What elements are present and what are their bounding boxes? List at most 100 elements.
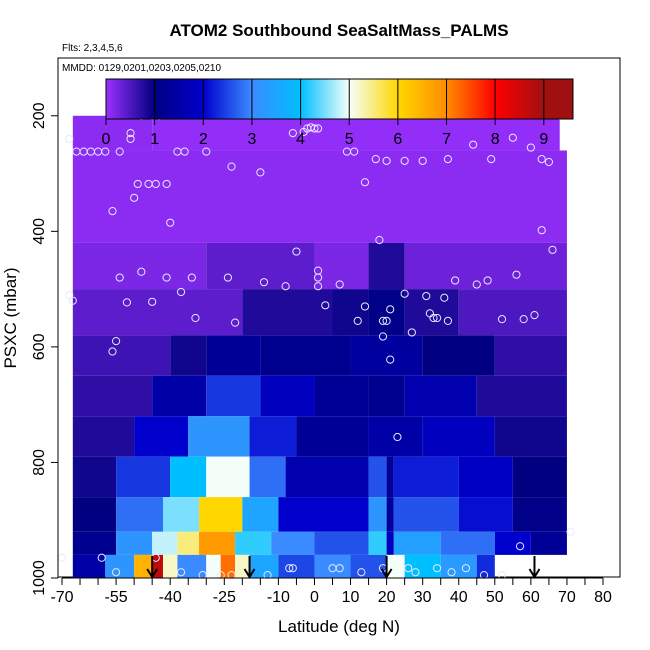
- x-tick-label: 70: [558, 589, 576, 606]
- sample-point: [108, 207, 117, 216]
- heatmap-cell: [170, 335, 207, 376]
- heatmap-cell: [350, 335, 423, 376]
- sample-point: [68, 296, 77, 305]
- heatmap-cell: [368, 416, 423, 457]
- heatmap-cell: [188, 416, 250, 457]
- heatmap-cell: [105, 554, 135, 578]
- x-tick-label: 30: [414, 589, 432, 606]
- sample-point: [451, 276, 460, 285]
- sample-point: [313, 273, 323, 282]
- colorbar-tick-label: 5: [345, 131, 354, 148]
- sample-point: [227, 162, 236, 171]
- sample-point: [360, 302, 370, 311]
- sample-point: [418, 156, 427, 165]
- heatmap-cell: [72, 335, 171, 376]
- heatmap-cell: [72, 416, 135, 457]
- heatmap-cell: [368, 375, 405, 417]
- heatmap-cell: [199, 531, 236, 555]
- sample-point: [285, 564, 294, 573]
- heatmap-cell: [249, 554, 279, 578]
- sample-point: [447, 568, 456, 577]
- sample-point: [288, 564, 297, 573]
- sample-point: [288, 129, 297, 138]
- sample-point: [115, 273, 124, 282]
- sample-point: [526, 143, 535, 152]
- colorbar-gradient: [106, 79, 573, 119]
- colorbar-tick-label: 4: [296, 131, 305, 148]
- heatmap-cell: [368, 531, 387, 555]
- sample-point: [472, 280, 481, 289]
- sample-point: [443, 155, 453, 164]
- sample-point: [335, 564, 344, 573]
- heatmap-cell: [314, 375, 369, 417]
- heatmap-cell: [350, 554, 387, 578]
- sample-point: [310, 124, 319, 133]
- sample-point: [429, 313, 438, 323]
- sample-point: [440, 293, 449, 302]
- heatmap-cell: [134, 416, 189, 457]
- flight-arrows: [146, 556, 541, 579]
- x-tick-label: 40: [450, 589, 468, 606]
- heatmap-cell: [476, 375, 567, 417]
- y-axis-label: PSXC (mbar): [1, 267, 20, 368]
- sample-point: [407, 328, 416, 337]
- heatmap-cell: [404, 289, 459, 336]
- sample-point: [227, 571, 236, 580]
- heatmap-cell: [494, 416, 567, 457]
- heatmap-cell: [72, 554, 106, 578]
- heatmap-cell: [116, 456, 171, 498]
- y-tick-label: 400: [31, 218, 48, 245]
- heatmap-cell: [260, 335, 351, 376]
- sample-point: [126, 134, 135, 143]
- sample-point: [432, 313, 442, 323]
- chart-title: ATOM2 Southbound SeaSaltMass_PALMS: [169, 21, 508, 40]
- sample-point: [108, 347, 117, 356]
- sample-point: [512, 270, 521, 279]
- x-tick-label: 20: [378, 589, 396, 606]
- sample-point: [483, 276, 492, 285]
- heatmap-cell: [512, 497, 567, 532]
- sample-point: [162, 179, 171, 189]
- plot-area: MMDD: 0129,0201,0203,0205,0210 0 1 2 3 4 5 6 7 8…: [57, 57, 621, 580]
- sample-point: [335, 280, 344, 289]
- heatmap-cell: [314, 531, 369, 555]
- sample-point: [115, 147, 124, 156]
- heatmap-cell: [206, 375, 261, 417]
- heatmap-cell: [494, 335, 567, 376]
- heatmap-cell: [72, 242, 207, 290]
- sample-point: [360, 178, 370, 187]
- sample-point: [198, 571, 207, 580]
- heatmap-cell: [278, 497, 369, 532]
- heatmap-cell: [134, 554, 153, 578]
- x-tick-label: 10: [342, 589, 360, 606]
- sample-point: [530, 311, 539, 320]
- sample-point: [404, 564, 413, 573]
- sample-point: [393, 432, 402, 442]
- heatmap-cell: [393, 531, 441, 555]
- flights-label: Flts: 2,3,4,5,6: [62, 43, 123, 54]
- sample-point: [411, 568, 420, 577]
- y-axis: 200 400 600 800 1000: [31, 102, 59, 596]
- heatmap-cell: [368, 289, 405, 336]
- sample-point: [101, 147, 110, 156]
- sample-point: [537, 226, 546, 235]
- sample-point: [497, 315, 507, 324]
- heatmap-cells: [72, 115, 567, 578]
- heatmap-cell: [386, 531, 394, 555]
- x-tick-label: -40: [159, 589, 182, 606]
- sample-point: [281, 282, 290, 291]
- colorbar-frame: [105, 78, 574, 120]
- heatmap-cell: [393, 456, 459, 498]
- heatmap-cell: [206, 456, 250, 498]
- y-tick-label: 600: [31, 333, 48, 360]
- sample-point: [231, 318, 240, 327]
- y-tick-label: 800: [31, 449, 48, 476]
- heatmap-cell: [314, 554, 351, 578]
- sample-point: [321, 301, 330, 310]
- heatmap-cell: [332, 289, 369, 336]
- flight-arrow-head: [243, 568, 256, 579]
- sample-point: [353, 316, 362, 325]
- sample-point: [176, 287, 186, 297]
- colorbar-tick-label: 7: [442, 131, 451, 148]
- sample-point: [65, 290, 74, 299]
